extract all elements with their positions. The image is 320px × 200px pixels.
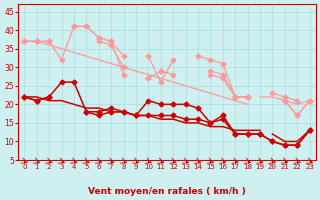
X-axis label: Vent moyen/en rafales ( km/h ): Vent moyen/en rafales ( km/h ) [88, 187, 246, 196]
